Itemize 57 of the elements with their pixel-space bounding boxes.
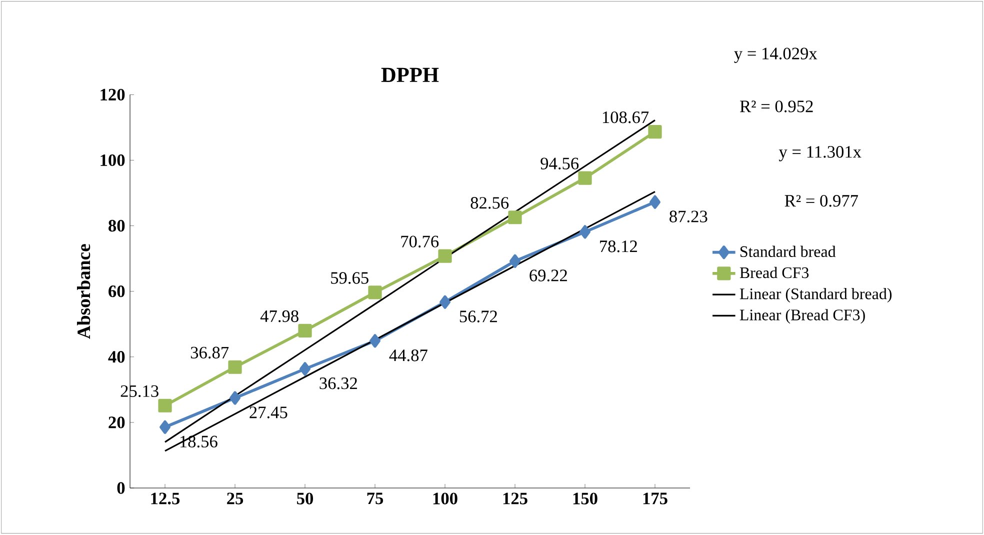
y-tick-label: 40	[108, 351, 125, 363]
point	[578, 171, 592, 186]
data-label: 44.87	[389, 350, 428, 362]
x-tick-label: 175	[643, 492, 668, 504]
chart-title: DPPH	[381, 68, 439, 82]
point	[580, 225, 590, 239]
point	[298, 324, 312, 338]
legend-label: Bread CF3	[740, 267, 809, 278]
y-tick-label: 120	[100, 88, 125, 101]
x-tick-label: 50	[297, 492, 314, 505]
text: y = 11.301x	[778, 146, 862, 162]
data-label: 108.67	[602, 112, 649, 124]
data-label: 56.72	[460, 310, 497, 323]
point	[158, 398, 172, 413]
text: R² = 0.977	[784, 195, 858, 207]
point	[228, 360, 242, 374]
data-label: 94.56	[540, 158, 579, 170]
point	[160, 420, 170, 434]
point	[438, 249, 452, 264]
text: R² = 0.952	[740, 100, 813, 113]
legend-label: Standard bread	[740, 246, 836, 258]
data-label: 69.22	[530, 270, 567, 282]
point	[650, 195, 660, 210]
data-label: 27.45	[250, 406, 288, 418]
text: y = 14.029x	[734, 48, 818, 64]
point	[370, 334, 380, 348]
data-label: 25.13	[120, 385, 158, 398]
data-label: 36.87	[190, 346, 229, 359]
legend-label: Linear (Bread CF3)	[740, 309, 865, 324]
x-tick-label: 25	[227, 492, 244, 505]
x-tick-label: 75	[367, 492, 384, 504]
point	[508, 210, 522, 224]
data-label: 70.76	[401, 236, 439, 248]
y-tick-label: 100	[100, 154, 125, 166]
point	[648, 125, 662, 139]
data-label: 47.98	[260, 310, 298, 322]
x-tick-label: 150	[573, 492, 598, 505]
data-label: 36.32	[320, 378, 357, 390]
y-tick-label: 80	[108, 220, 125, 232]
y-tick-label: 60	[108, 286, 125, 298]
data-label: 18.56	[180, 436, 218, 448]
y-axis-title: Absorbance	[76, 244, 90, 340]
x-tick-label: 12.5	[151, 492, 180, 505]
point	[510, 254, 520, 268]
point	[300, 362, 310, 376]
data-label: 78.12	[600, 240, 637, 252]
x-tick-label: 100	[433, 492, 458, 505]
x-tick-label: 125	[503, 492, 528, 505]
data-label: 82.56	[470, 197, 509, 209]
data-label: 59.65	[331, 272, 368, 284]
point	[230, 391, 240, 405]
legend-label: Linear (Standard bread)	[740, 288, 892, 303]
y-tick-label: 20	[108, 416, 125, 428]
y-tick-label: 0	[117, 482, 125, 494]
point	[368, 286, 382, 300]
point	[440, 295, 450, 310]
data-label: 87.23	[670, 210, 708, 223]
